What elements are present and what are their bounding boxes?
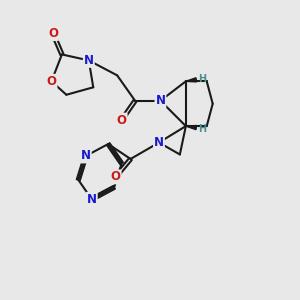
Text: H: H	[198, 124, 206, 134]
Text: N: N	[155, 94, 166, 107]
Text: O: O	[117, 114, 127, 127]
Text: N: N	[81, 149, 91, 163]
Text: O: O	[48, 27, 58, 40]
Text: H: H	[198, 74, 206, 84]
Polygon shape	[186, 125, 196, 130]
Text: N: N	[84, 54, 94, 67]
Text: N: N	[87, 193, 97, 206]
Text: O: O	[111, 170, 121, 183]
Polygon shape	[186, 78, 196, 82]
Text: N: N	[154, 136, 164, 149]
Text: O: O	[46, 75, 56, 88]
